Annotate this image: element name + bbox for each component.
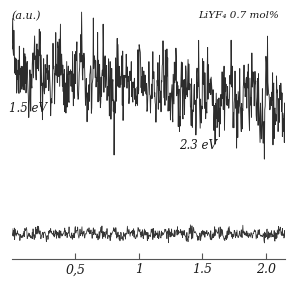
Text: LiYF₄ 0.7 mol%: LiYF₄ 0.7 mol%: [198, 11, 282, 20]
Text: 2.3 eV: 2.3 eV: [179, 139, 217, 152]
Text: (a.u.): (a.u.): [12, 11, 41, 22]
Text: 1.5 eV: 1.5 eV: [9, 102, 47, 115]
